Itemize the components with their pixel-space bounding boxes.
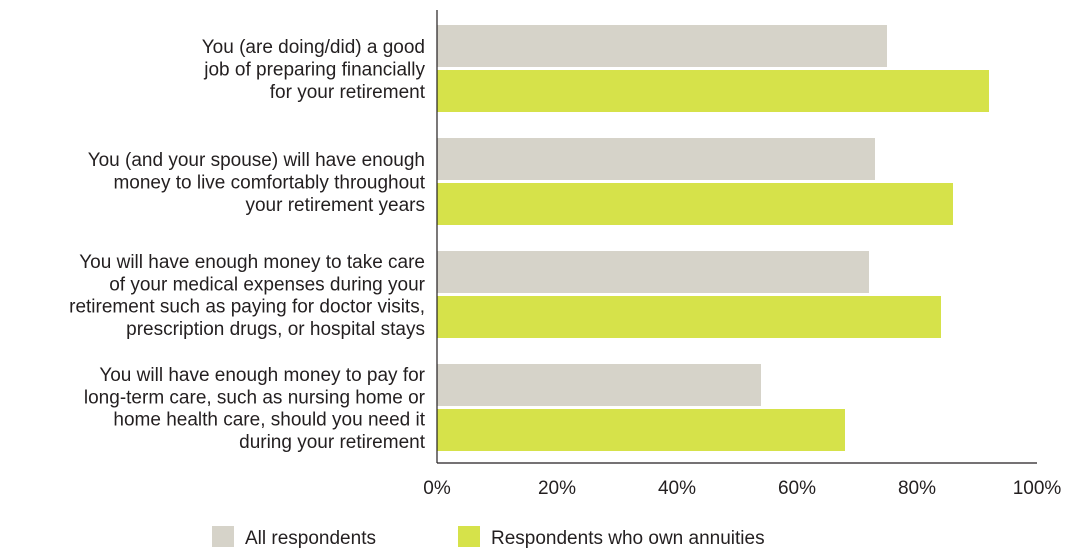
bar-annuity-2 <box>437 183 953 225</box>
x-tick-label-100: 100% <box>1013 478 1062 499</box>
legend-label-1: All respondents <box>245 528 376 548</box>
bar-annuity-3 <box>437 296 941 338</box>
category-label-2-line-2: money to live comfortably throughout <box>113 173 425 194</box>
bar-all-4 <box>437 364 761 406</box>
category-label-4-line-4: during your retirement <box>239 432 426 453</box>
bar-all-1 <box>437 25 887 67</box>
category-label-4-line-1: You will have enough money to pay for <box>99 365 425 386</box>
x-tick-label-20: 20% <box>538 478 576 499</box>
category-label-2-line-3: your retirement years <box>245 195 425 216</box>
category-label-1-line-3: for your retirement <box>270 82 426 103</box>
x-tick-labels: 0% 20% 40% 60% 80% 100% <box>423 478 1061 499</box>
x-tick-label-0: 0% <box>423 478 451 499</box>
category-label-3-line-4: prescription drugs, or hospital stays <box>126 319 425 340</box>
category-label-4-line-2: long-term care, such as nursing home or <box>84 387 426 408</box>
bar-annuity-1 <box>437 70 989 112</box>
category-label-3-line-3: retirement such as paying for doctor vis… <box>69 297 425 318</box>
category-label-2-line-1: You (and your spouse) will have enough <box>88 150 425 171</box>
category-label-1-line-1: You (are doing/did) a good <box>202 37 425 58</box>
legend-swatch-2 <box>458 526 480 547</box>
axes <box>436 10 1037 464</box>
x-tick-label-60: 60% <box>778 478 816 499</box>
bars <box>437 25 989 451</box>
legend-swatch-1 <box>212 526 234 547</box>
category-label-1-line-2: job of preparing financially <box>203 60 425 81</box>
bar-all-2 <box>437 138 875 180</box>
category-label-3-line-1: You will have enough money to take care <box>79 252 425 273</box>
bar-annuity-4 <box>437 409 845 451</box>
x-tick-label-80: 80% <box>898 478 936 499</box>
x-tick-label-40: 40% <box>658 478 696 499</box>
category-label-4-line-3: home health care, should you need it <box>113 410 425 431</box>
legend-label-2: Respondents who own annuities <box>491 528 765 548</box>
category-label-3-line-2: of your medical expenses during your <box>109 274 425 295</box>
bar-all-3 <box>437 251 869 293</box>
legend: All respondents Respondents who own annui… <box>212 526 765 548</box>
